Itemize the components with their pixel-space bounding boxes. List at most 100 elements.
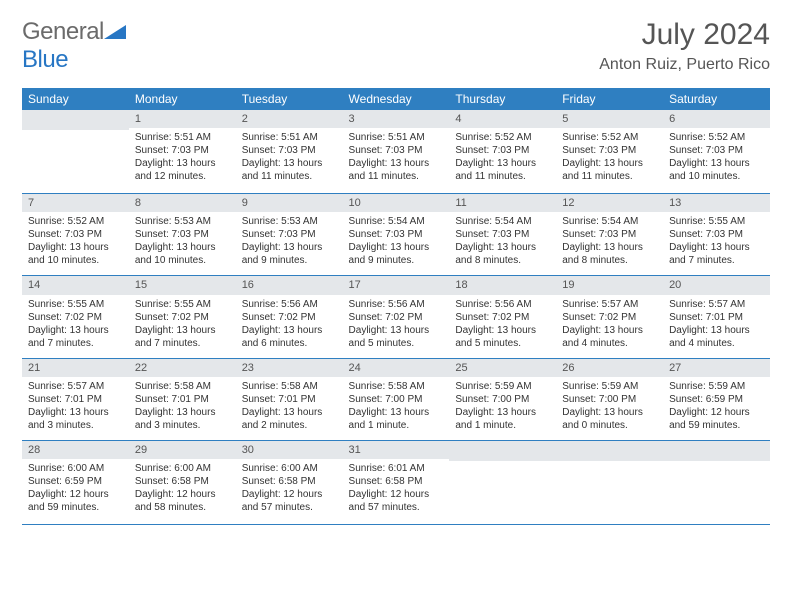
calendar-cell: 7Sunrise: 5:52 AMSunset: 7:03 PMDaylight… — [22, 194, 129, 276]
daylight-text: Daylight: 13 hours and 11 minutes. — [349, 157, 444, 183]
daylight-text: Daylight: 13 hours and 11 minutes. — [455, 157, 550, 183]
location-text: Anton Ruiz, Puerto Rico — [599, 56, 770, 74]
sunrise-text: Sunrise: 5:52 AM — [669, 131, 764, 144]
daylight-text: Daylight: 13 hours and 4 minutes. — [562, 324, 657, 350]
day-body: Sunrise: 5:52 AMSunset: 7:03 PMDaylight:… — [556, 128, 663, 191]
calendar-body: 1Sunrise: 5:51 AMSunset: 7:03 PMDaylight… — [22, 110, 770, 524]
sunrise-text: Sunrise: 5:55 AM — [135, 298, 230, 311]
day-number: 15 — [129, 276, 236, 294]
day-body: Sunrise: 6:00 AMSunset: 6:59 PMDaylight:… — [22, 459, 129, 522]
sunset-text: Sunset: 7:03 PM — [669, 228, 764, 241]
day-number — [449, 441, 556, 461]
calendar-cell: 13Sunrise: 5:55 AMSunset: 7:03 PMDayligh… — [663, 194, 770, 276]
daylight-text: Daylight: 13 hours and 1 minute. — [455, 406, 550, 432]
sunset-text: Sunset: 7:00 PM — [455, 393, 550, 406]
day-number — [556, 441, 663, 461]
day-body: Sunrise: 5:56 AMSunset: 7:02 PMDaylight:… — [449, 295, 556, 358]
day-number: 12 — [556, 194, 663, 212]
sunset-text: Sunset: 6:58 PM — [242, 475, 337, 488]
sunset-text: Sunset: 6:58 PM — [349, 475, 444, 488]
calendar-cell: 5Sunrise: 5:52 AMSunset: 7:03 PMDaylight… — [556, 110, 663, 194]
sunset-text: Sunset: 7:02 PM — [242, 311, 337, 324]
daylight-text: Daylight: 13 hours and 6 minutes. — [242, 324, 337, 350]
sunrise-text: Sunrise: 5:51 AM — [349, 131, 444, 144]
sunrise-text: Sunrise: 5:54 AM — [455, 215, 550, 228]
calendar-cell: 2Sunrise: 5:51 AMSunset: 7:03 PMDaylight… — [236, 110, 343, 194]
sunset-text: Sunset: 7:01 PM — [135, 393, 230, 406]
daylight-text: Daylight: 12 hours and 58 minutes. — [135, 488, 230, 514]
sunset-text: Sunset: 7:03 PM — [349, 228, 444, 241]
calendar-cell: 6Sunrise: 5:52 AMSunset: 7:03 PMDaylight… — [663, 110, 770, 194]
daylight-text: Daylight: 12 hours and 57 minutes. — [349, 488, 444, 514]
daylight-text: Daylight: 13 hours and 10 minutes. — [669, 157, 764, 183]
day-body: Sunrise: 5:58 AMSunset: 7:00 PMDaylight:… — [343, 377, 450, 440]
day-body — [556, 461, 663, 524]
daylight-text: Daylight: 13 hours and 12 minutes. — [135, 157, 230, 183]
calendar-cell: 27Sunrise: 5:59 AMSunset: 6:59 PMDayligh… — [663, 358, 770, 440]
day-body: Sunrise: 6:01 AMSunset: 6:58 PMDaylight:… — [343, 459, 450, 522]
calendar-cell: 11Sunrise: 5:54 AMSunset: 7:03 PMDayligh… — [449, 194, 556, 276]
day-body: Sunrise: 5:52 AMSunset: 7:03 PMDaylight:… — [22, 212, 129, 275]
day-number: 3 — [343, 110, 450, 128]
daylight-text: Daylight: 13 hours and 2 minutes. — [242, 406, 337, 432]
calendar-cell — [22, 110, 129, 194]
sunset-text: Sunset: 7:03 PM — [562, 144, 657, 157]
day-number: 20 — [663, 276, 770, 294]
calendar-table: Sunday Monday Tuesday Wednesday Thursday… — [22, 88, 770, 525]
sunset-text: Sunset: 7:02 PM — [28, 311, 123, 324]
calendar-cell: 25Sunrise: 5:59 AMSunset: 7:00 PMDayligh… — [449, 358, 556, 440]
day-body: Sunrise: 5:52 AMSunset: 7:03 PMDaylight:… — [663, 128, 770, 191]
title-block: July 2024 Anton Ruiz, Puerto Rico — [599, 18, 770, 74]
sunset-text: Sunset: 7:00 PM — [349, 393, 444, 406]
sunrise-text: Sunrise: 5:58 AM — [135, 380, 230, 393]
day-body: Sunrise: 5:51 AMSunset: 7:03 PMDaylight:… — [129, 128, 236, 191]
day-body: Sunrise: 5:52 AMSunset: 7:03 PMDaylight:… — [449, 128, 556, 191]
day-body: Sunrise: 5:56 AMSunset: 7:02 PMDaylight:… — [343, 295, 450, 358]
day-body: Sunrise: 5:58 AMSunset: 7:01 PMDaylight:… — [129, 377, 236, 440]
sunrise-text: Sunrise: 6:00 AM — [135, 462, 230, 475]
day-number: 8 — [129, 194, 236, 212]
calendar-cell: 3Sunrise: 5:51 AMSunset: 7:03 PMDaylight… — [343, 110, 450, 194]
brand-text: General Blue — [22, 18, 126, 74]
day-body: Sunrise: 5:56 AMSunset: 7:02 PMDaylight:… — [236, 295, 343, 358]
calendar-cell — [449, 440, 556, 524]
sunset-text: Sunset: 7:01 PM — [242, 393, 337, 406]
dow-wednesday: Wednesday — [343, 88, 450, 110]
day-body: Sunrise: 5:58 AMSunset: 7:01 PMDaylight:… — [236, 377, 343, 440]
sunset-text: Sunset: 6:58 PM — [135, 475, 230, 488]
daylight-text: Daylight: 13 hours and 9 minutes. — [242, 241, 337, 267]
sunrise-text: Sunrise: 5:53 AM — [135, 215, 230, 228]
sunrise-text: Sunrise: 5:57 AM — [562, 298, 657, 311]
daylight-text: Daylight: 13 hours and 9 minutes. — [349, 241, 444, 267]
brand-part1: General — [22, 18, 104, 45]
calendar-cell: 24Sunrise: 5:58 AMSunset: 7:00 PMDayligh… — [343, 358, 450, 440]
calendar-week: 28Sunrise: 6:00 AMSunset: 6:59 PMDayligh… — [22, 440, 770, 524]
calendar-cell: 17Sunrise: 5:56 AMSunset: 7:02 PMDayligh… — [343, 276, 450, 358]
sunrise-text: Sunrise: 6:00 AM — [28, 462, 123, 475]
triangle-icon — [104, 23, 126, 39]
day-number: 22 — [129, 359, 236, 377]
calendar-cell: 20Sunrise: 5:57 AMSunset: 7:01 PMDayligh… — [663, 276, 770, 358]
calendar-cell: 26Sunrise: 5:59 AMSunset: 7:00 PMDayligh… — [556, 358, 663, 440]
day-body: Sunrise: 5:55 AMSunset: 7:02 PMDaylight:… — [129, 295, 236, 358]
day-body — [663, 461, 770, 524]
sunrise-text: Sunrise: 5:55 AM — [28, 298, 123, 311]
daylight-text: Daylight: 13 hours and 8 minutes. — [562, 241, 657, 267]
day-body: Sunrise: 5:54 AMSunset: 7:03 PMDaylight:… — [556, 212, 663, 275]
day-number: 28 — [22, 441, 129, 459]
day-number: 30 — [236, 441, 343, 459]
calendar-week: 7Sunrise: 5:52 AMSunset: 7:03 PMDaylight… — [22, 194, 770, 276]
sunset-text: Sunset: 7:03 PM — [28, 228, 123, 241]
day-body: Sunrise: 5:59 AMSunset: 7:00 PMDaylight:… — [449, 377, 556, 440]
day-number: 23 — [236, 359, 343, 377]
day-number: 14 — [22, 276, 129, 294]
calendar-cell: 10Sunrise: 5:54 AMSunset: 7:03 PMDayligh… — [343, 194, 450, 276]
sunrise-text: Sunrise: 5:59 AM — [562, 380, 657, 393]
sunrise-text: Sunrise: 5:59 AM — [455, 380, 550, 393]
header: General Blue July 2024 Anton Ruiz, Puert… — [22, 18, 770, 74]
day-number: 6 — [663, 110, 770, 128]
daylight-text: Daylight: 13 hours and 3 minutes. — [135, 406, 230, 432]
day-body: Sunrise: 5:59 AMSunset: 7:00 PMDaylight:… — [556, 377, 663, 440]
daylight-text: Daylight: 13 hours and 0 minutes. — [562, 406, 657, 432]
day-number — [663, 441, 770, 461]
